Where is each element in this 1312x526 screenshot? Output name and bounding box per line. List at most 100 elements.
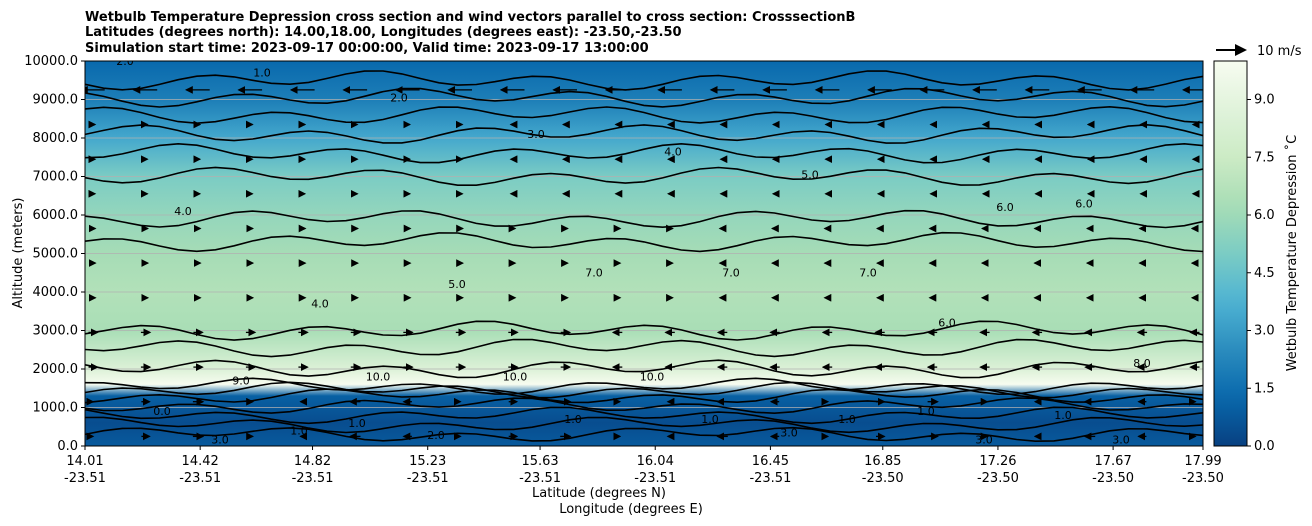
y-axis-label: Altitude (meters) — [11, 198, 26, 309]
contour-label-12: 7.0 — [722, 267, 740, 280]
contour-label-21: 1.0 — [917, 405, 935, 418]
title-line-1: Wetbulb Temperature Depression cross sec… — [85, 10, 855, 25]
x-tick-label-lat-7: 16.85 — [864, 454, 901, 469]
contour-label-31: 3.0 — [211, 434, 229, 447]
y-tick-label-2: 2000.0 — [33, 362, 79, 377]
y-tick-label-1: 1000.0 — [33, 401, 79, 416]
plot-area: 2.0 1.0 2.0 3.0 4.0 5.0 6.0 6.0 4.0 4.0 5.0 7.0 7.0 7… — [85, 55, 1203, 447]
contour-label-16: 9.0 — [232, 374, 250, 387]
contour-label-29: 3.0 — [975, 434, 993, 447]
contour-label-2: 2.0 — [390, 91, 408, 104]
contour-label-22: 1.0 — [1054, 409, 1072, 422]
wind-key: 10 m/s — [1216, 44, 1302, 59]
wind-key-label: 10 m/s — [1257, 44, 1302, 59]
y-tick-label-7: 7000.0 — [33, 170, 79, 185]
colorbar-label: Wetbulb Temperature Depression ˚C — [1284, 135, 1300, 372]
y-tick-label-6: 6000.0 — [33, 208, 79, 223]
gridlines — [85, 99, 1203, 408]
x-tick-label-lat-6: 16.45 — [752, 454, 789, 469]
contour-label-32: 1.0 — [348, 417, 366, 430]
x-tick-label-lon-8: -23.50 — [977, 471, 1019, 486]
contour-label-7: 6.0 — [1075, 197, 1093, 210]
colorbar-tick-label-1: 1.5 — [1254, 381, 1275, 396]
x-tick-label-lon-1: -23.51 — [179, 471, 221, 486]
y-tick-label-4: 4000.0 — [33, 285, 79, 300]
contour-label-27: 1.0 — [701, 413, 719, 426]
contour-line-13 — [85, 142, 1203, 164]
contour-label-20: 3.0 — [780, 426, 798, 439]
x-axis-ticks: 14.01 -23.51 14.42 -23.51 14.82 -23.51 15.23 -2… — [64, 446, 1224, 486]
title-line-3: Simulation start time: 2023-09-17 00:00:… — [85, 41, 649, 56]
y-tick-label-8: 8000.0 — [33, 131, 79, 146]
contour-label-24: 1.0 — [290, 424, 308, 437]
y-tick-label-9: 9000.0 — [33, 93, 79, 108]
contour-label-10: 5.0 — [448, 278, 466, 291]
contour-line-3 — [85, 397, 1203, 415]
wind-vectors — [85, 86, 1203, 441]
contour-label-19: 10.0 — [640, 371, 665, 384]
contour-labels: 2.0 1.0 2.0 3.0 4.0 5.0 6.0 6.0 4.0 4.0 5.0 7.0 7.0 7… — [116, 55, 1151, 447]
contour-label-13: 7.0 — [859, 267, 877, 280]
contour-label-3: 3.0 — [527, 128, 545, 141]
contour-line-2 — [85, 406, 1203, 425]
contour-line-10 — [85, 231, 1203, 253]
contour-label-4: 4.0 — [664, 145, 682, 158]
y-tick-label-10: 10000.0 — [24, 54, 78, 69]
contour-line-7 — [85, 359, 1203, 379]
x-axis-label-longitude: Longitude (degrees E) — [559, 502, 703, 517]
colorbar-tick-label-2: 3.0 — [1254, 324, 1275, 339]
y-tick-label-3: 3000.0 — [33, 324, 79, 339]
contour-label-6: 6.0 — [938, 317, 956, 330]
contour-label-15: 8.0 — [1133, 357, 1151, 370]
y-axis-ticks: 0.0 1000.0 2000.0 3000.0 4000.0 5000.0 6000.0 7… — [24, 54, 85, 454]
contour-label-8: 4.0 — [174, 205, 192, 218]
contour-label-11: 7.0 — [585, 267, 603, 280]
chart-title: Wetbulb Temperature Depression cross sec… — [85, 10, 855, 56]
y-tick-label-5: 5000.0 — [33, 247, 79, 262]
contour-line-1 — [85, 416, 1203, 434]
colorbar: 0.0 1.5 3.0 4.5 6.0 7.5 9.0 Wetbulb Temperatur… — [1213, 60, 1300, 454]
x-tick-label-lat-3: 15.23 — [409, 454, 446, 469]
contour-line-4 — [85, 388, 1203, 404]
x-tick-label-lon-2: -23.51 — [292, 471, 334, 486]
contour-label-18: 10.0 — [503, 371, 528, 384]
contour-line-5 — [85, 381, 1203, 399]
colorbar-ticks: 0.0 1.5 3.0 4.5 6.0 7.5 9.0 — [1247, 93, 1275, 454]
x-tick-label-lon-0: -23.51 — [64, 471, 106, 486]
colorbar-tick-label-4: 6.0 — [1254, 208, 1275, 223]
x-tick-label-lon-7: -23.50 — [862, 471, 904, 486]
colorbar-fill — [1213, 60, 1248, 447]
x-tick-label-lat-4: 15.63 — [521, 454, 558, 469]
contour-line-14 — [85, 123, 1203, 144]
x-tick-label-lat-0: 14.01 — [66, 454, 103, 469]
contour-label-0: 2.0 — [116, 55, 134, 68]
x-axis-label-latitude: Latitude (degrees N) — [532, 486, 666, 501]
colorbar-tick-label-5: 7.5 — [1254, 150, 1275, 165]
x-tick-label-lat-8: 17.26 — [979, 454, 1016, 469]
contour-label-14: 6.0 — [996, 201, 1014, 214]
contour-line-6 — [85, 377, 1203, 396]
contour-label-26: 1.0 — [564, 413, 582, 426]
contour-label-17: 10.0 — [366, 371, 391, 384]
contour-line-8 — [85, 338, 1203, 358]
x-tick-label-lat-5: 16.04 — [637, 454, 674, 469]
contour-label-28: 1.0 — [838, 413, 856, 426]
colorbar-tick-label-0: 0.0 — [1254, 439, 1275, 454]
contour-label-30: 3.0 — [1112, 434, 1130, 447]
contour-line-15 — [85, 105, 1203, 125]
y-tick-label-0: 0.0 — [57, 439, 78, 454]
colorbar-tick-label-3: 4.5 — [1254, 266, 1275, 281]
colorbar-tick-label-6: 9.0 — [1254, 93, 1275, 108]
contour-label-9: 4.0 — [311, 297, 329, 310]
contour-line-0 — [85, 426, 1203, 443]
contour-line-12 — [85, 166, 1203, 186]
contour-line-16 — [85, 87, 1203, 108]
x-tick-label-lon-4: -23.51 — [519, 471, 561, 486]
contour-label-1: 1.0 — [253, 66, 271, 79]
x-tick-label-lon-9: -23.50 — [1092, 471, 1134, 486]
x-tick-label-lat-1: 14.42 — [182, 454, 219, 469]
title-line-2: Latitudes (degrees north): 14.00,18.00, … — [85, 25, 682, 40]
contour-label-5: 5.0 — [801, 168, 819, 181]
x-tick-label-lat-2: 14.82 — [294, 454, 331, 469]
x-tick-label-lon-10: -23.50 — [1182, 471, 1224, 486]
